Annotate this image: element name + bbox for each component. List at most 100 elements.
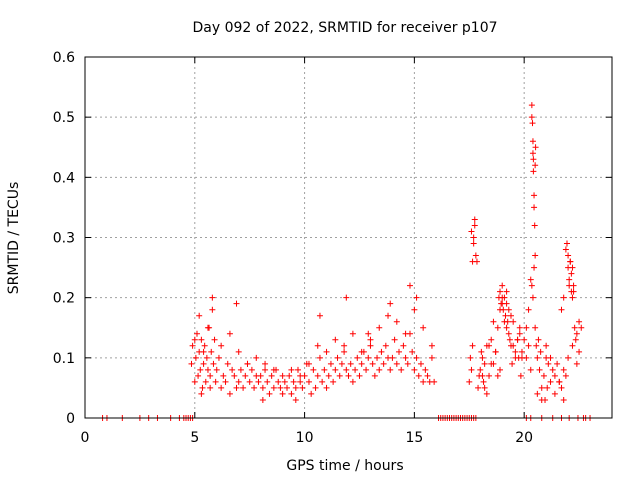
data-point — [570, 282, 577, 289]
data-point — [242, 372, 249, 379]
data-point — [376, 324, 383, 331]
data-point — [551, 390, 558, 397]
data-point — [229, 366, 236, 373]
data-point — [560, 366, 567, 373]
data-point — [468, 228, 475, 235]
data-point — [237, 366, 244, 373]
data-point — [466, 378, 473, 385]
data-point — [203, 354, 210, 361]
y-tick-label: 0 — [66, 411, 75, 427]
data-point — [338, 360, 345, 367]
data-point — [204, 366, 211, 373]
data-point — [547, 354, 554, 361]
data-point — [290, 378, 297, 385]
data-point — [402, 330, 409, 337]
data-point — [505, 330, 512, 337]
data-point — [562, 246, 569, 253]
data-point — [380, 360, 387, 367]
data-point — [538, 384, 545, 391]
data-point — [402, 354, 409, 361]
data-point — [207, 384, 214, 391]
data-point — [224, 360, 231, 367]
data-point — [547, 378, 554, 385]
data-point — [428, 342, 435, 349]
data-point — [191, 336, 198, 343]
y-tick-labels: 0 0.1 0.2 0.3 0.4 0.5 0.6 — [53, 50, 75, 427]
data-point — [531, 264, 538, 271]
y-tick-label: 0.4 — [53, 170, 75, 186]
data-point — [490, 318, 497, 325]
data-points — [99, 102, 594, 421]
data-point — [573, 360, 580, 367]
data-point — [527, 366, 534, 373]
data-point — [365, 330, 372, 337]
data-point — [262, 366, 269, 373]
data-point — [188, 360, 195, 367]
data-point — [468, 366, 475, 373]
data-point — [518, 348, 525, 355]
data-point — [529, 294, 536, 301]
data-point — [292, 396, 299, 403]
data-point — [332, 366, 339, 373]
data-point — [556, 378, 563, 385]
data-point — [529, 138, 536, 145]
data-point — [413, 294, 420, 301]
data-point — [523, 354, 530, 361]
data-point — [404, 360, 411, 367]
y-tick-label: 0.2 — [53, 291, 75, 307]
data-point — [352, 366, 359, 373]
data-point — [218, 384, 225, 391]
data-point — [305, 360, 312, 367]
data-point — [253, 354, 260, 361]
data-point — [233, 384, 240, 391]
data-point — [204, 324, 211, 331]
data-point — [532, 252, 539, 259]
data-point — [545, 360, 552, 367]
data-point — [281, 378, 288, 385]
data-point — [308, 390, 315, 397]
data-point — [488, 336, 495, 343]
data-point — [288, 366, 295, 373]
data-point — [279, 390, 286, 397]
data-point — [536, 366, 543, 373]
data-point — [560, 396, 567, 403]
data-point — [255, 378, 262, 385]
data-point — [415, 372, 422, 379]
data-point — [345, 372, 352, 379]
data-point — [469, 258, 476, 265]
data-point — [200, 348, 207, 355]
data-point — [428, 354, 435, 361]
data-point — [509, 360, 516, 367]
data-point — [297, 372, 304, 379]
data-point — [411, 306, 418, 313]
data-point — [516, 330, 523, 337]
data-point — [488, 360, 495, 367]
data-point — [299, 384, 306, 391]
data-point — [262, 360, 269, 367]
data-point — [529, 120, 536, 127]
data-point — [504, 318, 511, 325]
data-point — [270, 384, 277, 391]
y-tick-label: 0.5 — [53, 110, 75, 126]
data-point — [343, 366, 350, 373]
data-point — [327, 360, 334, 367]
data-point — [530, 168, 537, 175]
data-point — [240, 384, 247, 391]
data-point — [569, 264, 576, 271]
data-point — [503, 288, 510, 295]
data-point — [297, 378, 304, 385]
data-point — [505, 306, 512, 313]
data-point — [562, 372, 569, 379]
data-point — [529, 150, 536, 157]
data-point — [525, 342, 532, 349]
data-point — [341, 342, 348, 349]
data-point — [369, 360, 376, 367]
data-point — [499, 282, 506, 289]
data-point — [330, 378, 337, 385]
data-point — [321, 366, 328, 373]
data-point — [420, 378, 427, 385]
data-point — [363, 366, 370, 373]
data-point — [411, 366, 418, 373]
data-point — [314, 342, 321, 349]
data-point — [389, 354, 396, 361]
